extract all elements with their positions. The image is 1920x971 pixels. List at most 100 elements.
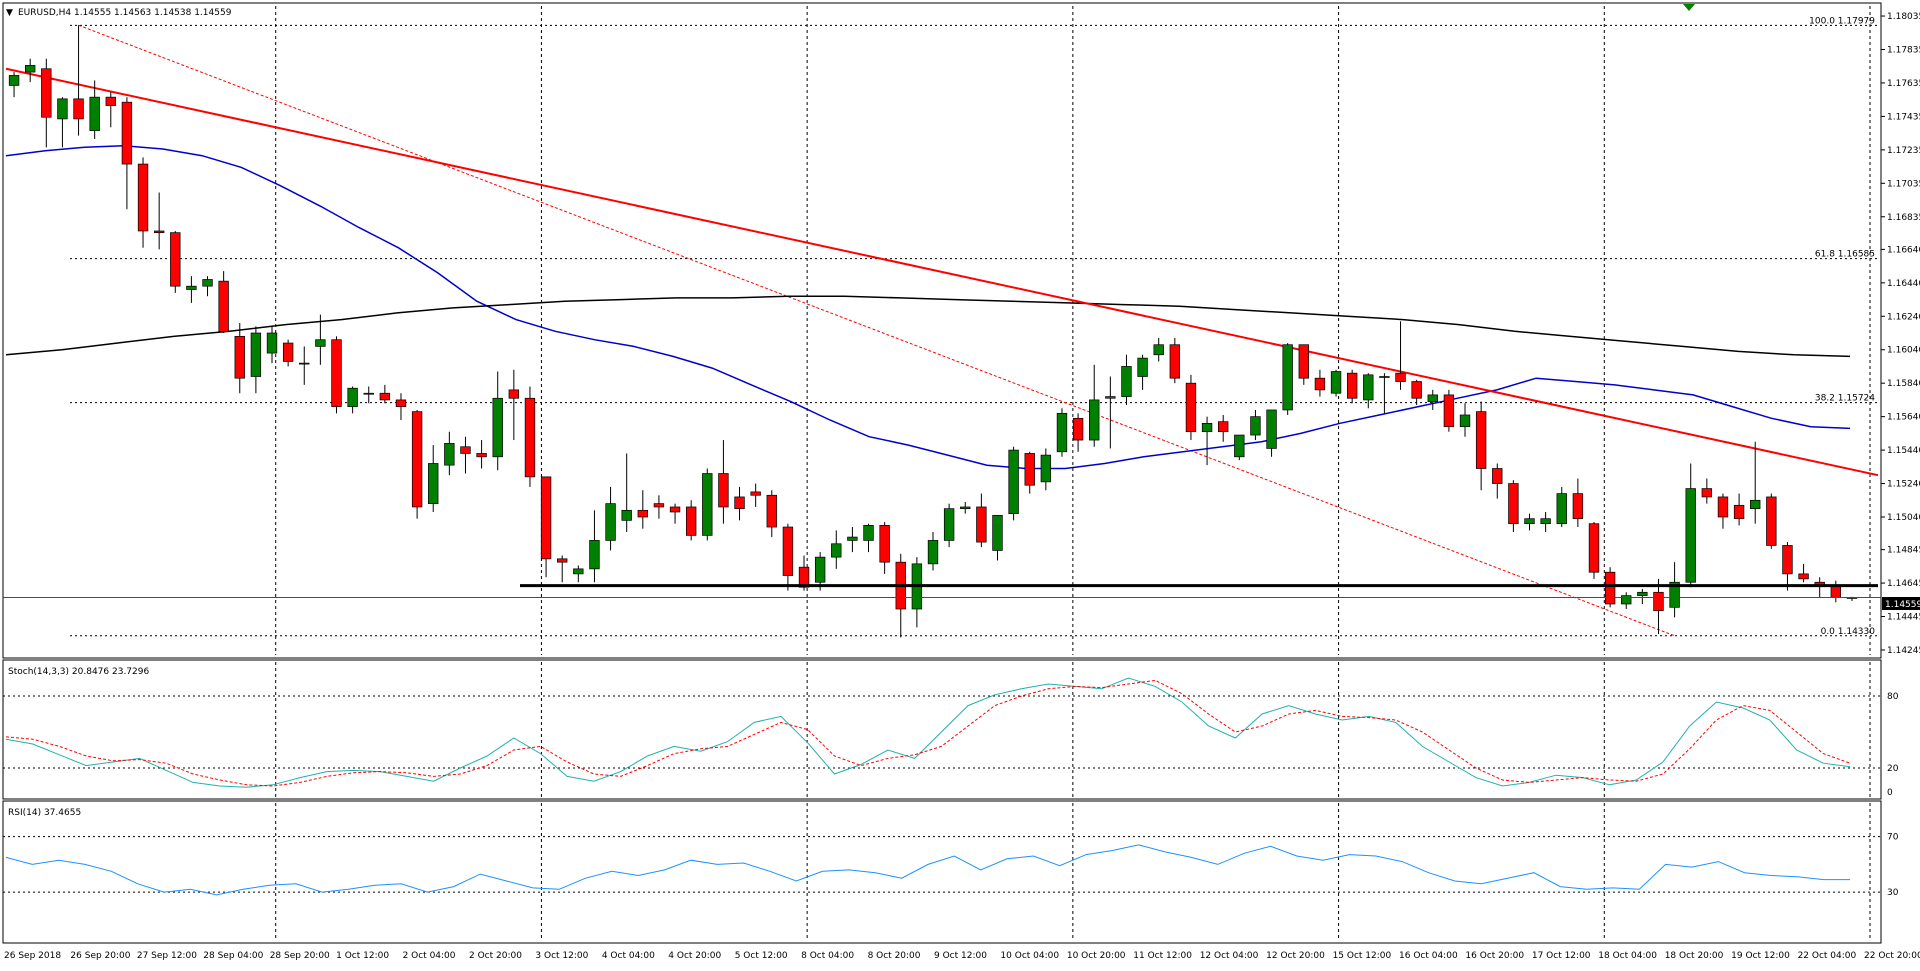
y-tick-label: 1.14245 [1887, 646, 1920, 656]
candle-body [379, 392, 391, 401]
x-tick-label: 16 Oct 04:00 [1399, 951, 1458, 961]
candle-body [653, 503, 665, 508]
candle-body [218, 280, 229, 332]
chart-header-label: EURUSD,H4 1.14555 1.14563 1.14538 1.1455… [18, 8, 232, 18]
candle-body [1169, 344, 1181, 379]
x-tick-label: 28 Sep 20:00 [270, 951, 330, 961]
last-price-tag-bg [1882, 597, 1920, 610]
timeframe-dropdown-icon[interactable]: ▼ [6, 8, 13, 18]
candle-body [202, 279, 213, 287]
x-tick-label: 17 Oct 12:00 [1532, 951, 1591, 961]
fib-level-label: 61.8 1.16585 [1815, 250, 1875, 260]
y-tick-label: 1.16640 [1887, 245, 1920, 255]
candle-body [1653, 591, 1664, 612]
x-tick-label: 12 Oct 20:00 [1266, 951, 1325, 961]
candle-body [605, 503, 616, 541]
x-tick-label: 4 Oct 20:00 [668, 951, 721, 961]
x-tick-label: 10 Oct 04:00 [1000, 951, 1059, 961]
candle-body [847, 536, 858, 541]
candle-body [992, 514, 1003, 551]
candle-body [153, 230, 165, 233]
y-tick-label: 1.16440 [1887, 279, 1920, 289]
candle-body [1524, 518, 1535, 525]
x-tick-label: 22 Oct 20:00 [1864, 951, 1920, 961]
candle-body [1733, 504, 1745, 520]
candles-layer [8, 25, 1858, 638]
candle-body [411, 411, 423, 508]
fibonacci-layer: 100.0 1.17979 61.8 1.16585 38.2 1.15724 0.0… [70, 16, 1878, 637]
candle-body [1588, 523, 1600, 573]
candle-body [637, 509, 648, 518]
y-tick-label: 1.15040 [1887, 513, 1920, 523]
moving-average-fast [5, 144, 1851, 470]
trendline-layer[interactable] [5, 67, 1879, 477]
candle-body [573, 568, 584, 575]
candle-body [1685, 488, 1696, 583]
indicator-layer [3, 677, 1881, 896]
candle-body [589, 540, 600, 570]
x-tick-label: 8 Oct 04:00 [801, 951, 854, 961]
y-tick-label: 1.15440 [1887, 446, 1920, 456]
candle-body [718, 473, 729, 508]
y-tick-label: 1.14845 [1887, 546, 1920, 556]
x-tick-label: 18 Oct 20:00 [1665, 951, 1724, 961]
candle-body [927, 540, 939, 565]
candle-body [702, 473, 713, 536]
x-tick-label: 26 Sep 20:00 [70, 951, 130, 961]
candle-body [1298, 344, 1309, 379]
candle-body [1072, 417, 1084, 441]
chart-shift-marker-icon[interactable] [1683, 4, 1695, 11]
candle-body [524, 397, 536, 478]
rsi-panel-frame [2, 800, 1882, 944]
candle-body [363, 392, 374, 395]
candle-body [621, 509, 632, 521]
stoch-label: Stoch(14,3,3) 20.8476 23.7296 [8, 667, 149, 677]
moving-average-slow [5, 295, 1851, 358]
candle-body [734, 496, 745, 509]
y-tick-label: 1.17635 [1887, 79, 1920, 89]
candle-body [8, 75, 20, 86]
candle-body [347, 387, 358, 407]
candle-body [1121, 366, 1132, 397]
stoch-panel-frame [2, 659, 1882, 800]
y-tick-label: 1.17435 [1887, 112, 1920, 122]
x-tick-label: 4 Oct 04:00 [602, 951, 655, 961]
candle-body [1492, 468, 1503, 484]
x-tick-label: 11 Oct 12:00 [1133, 951, 1192, 961]
x-tick-label: 9 Oct 12:00 [934, 951, 987, 961]
axis-labels-layer: 26 Sep 2018 26 Sep 20:00 27 Sep 12:00 28 Se… [4, 12, 1920, 961]
x-tick-label: 3 Oct 12:00 [535, 951, 588, 961]
candle-body [943, 508, 955, 541]
candle-body [234, 336, 245, 379]
candle-body [1395, 372, 1406, 382]
fib-level-label: 38.2 1.15724 [1815, 394, 1875, 404]
candle-body [1056, 412, 1068, 453]
last-price-tag: 1.14559 [1885, 600, 1920, 610]
candle-body [669, 506, 681, 513]
y-tick-label: 1.18035 [1887, 12, 1920, 22]
candle-body [1669, 581, 1680, 608]
candle-body [879, 525, 890, 563]
candle-body [89, 96, 100, 131]
x-tick-label: 22 Oct 04:00 [1798, 951, 1857, 961]
x-tick-label: 28 Sep 04:00 [203, 951, 263, 961]
candle-body [73, 98, 84, 120]
y-tick-label: 1.15640 [1887, 413, 1920, 423]
candle-body [331, 339, 342, 407]
y-tick-label: 1.17835 [1887, 45, 1920, 55]
support-line-layer[interactable] [3, 584, 1881, 598]
y-tick-label: 1.17235 [1887, 146, 1920, 156]
candle-body [41, 68, 52, 118]
fib-level-label: 0.0 1.14330 [1821, 627, 1876, 637]
x-tick-label: 15 Oct 12:00 [1333, 951, 1392, 961]
candle-body [460, 446, 471, 454]
candle-body [831, 543, 842, 558]
x-tick-label: 12 Oct 04:00 [1200, 951, 1259, 961]
candle-body [1798, 573, 1809, 580]
candle-body [1330, 371, 1342, 394]
candle-body [1218, 421, 1229, 433]
candle-body [1572, 493, 1584, 520]
candle-body [1137, 357, 1148, 377]
